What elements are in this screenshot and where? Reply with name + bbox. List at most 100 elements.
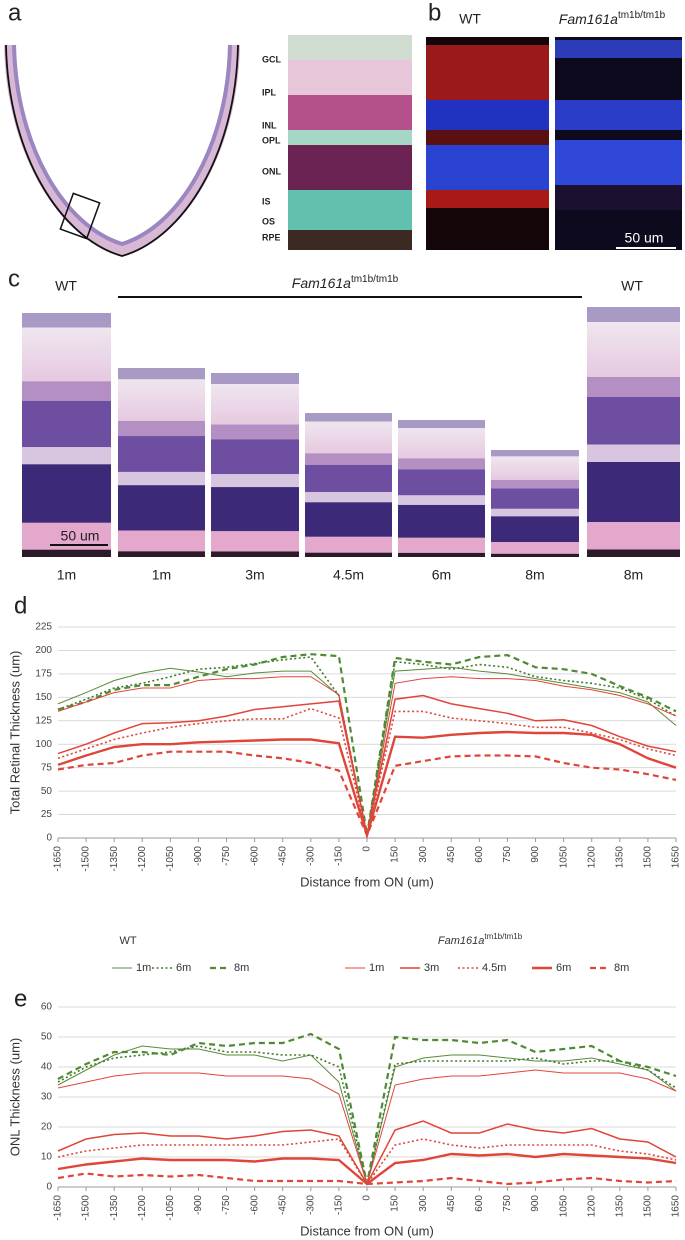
y-tick-label: 200 bbox=[35, 645, 52, 656]
legend-label: 1m bbox=[369, 962, 384, 974]
fluor-band bbox=[555, 40, 682, 58]
layer-label: INL bbox=[262, 120, 277, 130]
x-tick-label: 600 bbox=[474, 846, 485, 863]
x-tick-label: -450 bbox=[277, 1195, 288, 1215]
tissue-band bbox=[491, 508, 579, 517]
fluor-band bbox=[426, 45, 549, 100]
y-tick-label: 125 bbox=[35, 715, 52, 726]
y-tick-label: 20 bbox=[41, 1122, 53, 1133]
x-tick-label: -1050 bbox=[165, 846, 176, 872]
x-tick-label: 1500 bbox=[643, 846, 654, 869]
x-tick-label: 0 bbox=[362, 1195, 373, 1201]
tissue-band bbox=[288, 35, 412, 60]
legend-label: 1m bbox=[136, 962, 151, 974]
tissue-band bbox=[587, 377, 680, 397]
y-tick-label: 0 bbox=[46, 1182, 52, 1193]
tissue-band bbox=[118, 368, 205, 380]
tissue-band bbox=[491, 542, 579, 554]
tissue-band bbox=[398, 469, 485, 496]
tissue-band bbox=[211, 474, 299, 488]
tissue-band bbox=[398, 504, 485, 538]
column-title: WT bbox=[459, 11, 481, 27]
tissue-band bbox=[118, 379, 205, 421]
x-tick-label: 450 bbox=[446, 1195, 457, 1212]
tissue-band bbox=[398, 420, 485, 429]
panel-label: b bbox=[428, 0, 441, 26]
legend-label: 8m bbox=[614, 962, 629, 974]
layer-label: RPE bbox=[262, 232, 281, 242]
x-tick-label: 1650 bbox=[671, 1195, 682, 1218]
tissue-band bbox=[398, 428, 485, 459]
x-tick-label: -150 bbox=[334, 1195, 345, 1215]
scale-bar-label: 50 um bbox=[61, 528, 100, 544]
tissue-band bbox=[398, 495, 485, 505]
group-title: WT bbox=[55, 278, 77, 294]
age-label: 1m bbox=[57, 567, 76, 583]
y-tick-label: 50 bbox=[41, 786, 53, 797]
tissue-band bbox=[305, 421, 392, 454]
y-tick-label: 30 bbox=[41, 1092, 53, 1103]
series-line bbox=[57, 676, 677, 836]
y-tick-label: 10 bbox=[41, 1152, 53, 1163]
tissue-band bbox=[587, 462, 680, 522]
tissue-band bbox=[288, 190, 412, 230]
x-tick-label: -1350 bbox=[109, 1195, 120, 1221]
tissue-band bbox=[22, 549, 111, 557]
x-tick-label: 1650 bbox=[671, 846, 682, 869]
tissue-band bbox=[288, 95, 412, 130]
panel-b: b WT Fam161atm1b/tm1b 50 um bbox=[426, 0, 682, 250]
tissue-band bbox=[398, 458, 485, 470]
x-tick-label: -750 bbox=[221, 846, 232, 866]
x-tick-label: -600 bbox=[249, 846, 260, 866]
series-line bbox=[57, 1138, 677, 1186]
y-tick-label: 75 bbox=[41, 762, 53, 773]
x-tick-label: -1650 bbox=[53, 1195, 64, 1221]
layer-label: IS bbox=[262, 196, 271, 206]
tissue-band bbox=[398, 537, 485, 553]
tissue-band bbox=[288, 130, 412, 145]
tissue-band bbox=[587, 549, 680, 557]
x-tick-label: -1200 bbox=[137, 1195, 148, 1221]
x-tick-label: 1050 bbox=[558, 1195, 569, 1218]
x-tick-label: -900 bbox=[193, 846, 204, 866]
tissue-band bbox=[211, 531, 299, 552]
x-tick-label: -1500 bbox=[81, 1195, 92, 1221]
tissue-band bbox=[587, 322, 680, 377]
x-axis-title: Distance from ON (um) bbox=[300, 874, 434, 889]
series-line bbox=[57, 656, 677, 836]
x-tick-label: -1500 bbox=[81, 846, 92, 872]
x-tick-label: 300 bbox=[418, 846, 429, 863]
histology-image: GCL IPL INL OPL ONL IS OS RPE bbox=[262, 35, 412, 250]
age-label: 8m bbox=[525, 567, 544, 583]
series-line bbox=[57, 1152, 677, 1186]
x-tick-label: 300 bbox=[418, 1195, 429, 1212]
region-box bbox=[59, 192, 101, 240]
series-line bbox=[57, 1172, 677, 1186]
y-tick-label: 40 bbox=[41, 1062, 53, 1073]
fluor-band bbox=[426, 145, 549, 190]
y-axis-title: Total Retinal Thickness (um) bbox=[7, 651, 22, 815]
series-line bbox=[57, 707, 677, 836]
x-tick-label: 1050 bbox=[558, 846, 569, 869]
y-tick-label: 60 bbox=[41, 1002, 53, 1013]
legend-label: 6m bbox=[556, 962, 571, 974]
layer-label: OS bbox=[262, 216, 275, 226]
allele: tm1b/tm1b bbox=[351, 274, 399, 285]
tissue-band bbox=[22, 400, 111, 448]
series-line bbox=[57, 750, 677, 839]
tissue-band bbox=[22, 327, 111, 382]
tissue-band bbox=[491, 488, 579, 509]
y-tick-label: 25 bbox=[41, 809, 53, 820]
fluor-band bbox=[555, 140, 682, 185]
series-line bbox=[57, 730, 677, 840]
tissue-band bbox=[118, 471, 205, 486]
tissue-band bbox=[305, 536, 392, 553]
panel-label: c bbox=[8, 265, 20, 292]
tissue-band bbox=[288, 145, 412, 190]
tissue-band bbox=[22, 447, 111, 465]
x-tick-label: -300 bbox=[305, 1195, 316, 1215]
tissue-band bbox=[305, 453, 392, 465]
tissue-band bbox=[211, 384, 299, 425]
x-tick-label: 150 bbox=[390, 846, 401, 863]
